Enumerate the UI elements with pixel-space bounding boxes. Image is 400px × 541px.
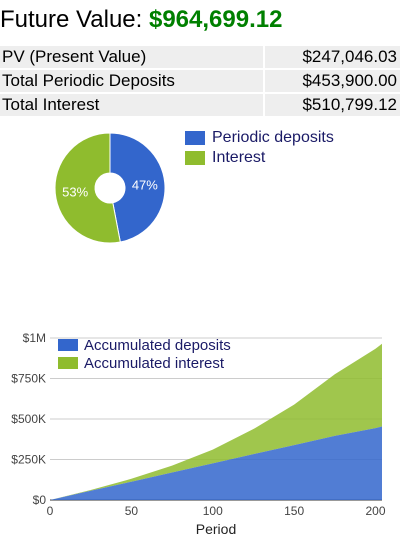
- legend-label-interest: Interest: [212, 149, 266, 166]
- deposits-label: Total Periodic Deposits: [0, 70, 263, 92]
- legend-label-deposits: Periodic deposits: [212, 129, 334, 146]
- interest-label: Total Interest: [0, 94, 263, 116]
- future-value-label: Future Value:: [0, 6, 143, 33]
- breakdown-donut-chart: 47% 53%: [54, 132, 166, 244]
- accumulation-area-chart: $0 $250K $500K $750K $1M 0 50 100 150 200 Period Ac…: [11, 331, 386, 537]
- legend-label: Accumulated deposits: [84, 337, 231, 354]
- table-row: Total Interest $510,799.12: [0, 94, 400, 116]
- results-table: PV (Present Value) $247,046.03 Total Per…: [0, 44, 400, 118]
- pie-slice-deposits[interactable]: [109, 132, 166, 243]
- legend-label: Accumulated interest: [84, 355, 225, 372]
- x-tick-label: 200: [365, 504, 385, 518]
- area-series-interest[interactable]: [50, 343, 382, 500]
- x-tick-label: 50: [125, 504, 139, 518]
- legend-swatch: [58, 339, 78, 351]
- pv-value: $247,046.03: [263, 46, 400, 68]
- future-value-heading: Future Value: $964,699.12: [0, 0, 400, 40]
- pie-slice-label: 47%: [132, 178, 158, 193]
- y-tick-label: $750K: [11, 372, 46, 386]
- pie-slice-interest[interactable]: [54, 132, 121, 244]
- x-axis-title: Period: [196, 521, 236, 537]
- y-tick-label: $500K: [11, 412, 46, 426]
- deposits-value: $453,900.00: [263, 70, 400, 92]
- x-tick-label: 150: [284, 504, 304, 518]
- table-row: Total Periodic Deposits $453,900.00: [0, 70, 400, 92]
- table-row: PV (Present Value) $247,046.03: [0, 46, 400, 68]
- y-tick-label: $1M: [23, 331, 46, 345]
- interest-swatch: [185, 151, 205, 165]
- interest-value: $510,799.12: [263, 94, 400, 116]
- pv-label: PV (Present Value): [0, 46, 263, 68]
- legend-swatch: [58, 357, 78, 369]
- x-tick-label: 100: [203, 504, 223, 518]
- deposits-swatch: [185, 131, 205, 145]
- legend-item-interest[interactable]: Interest: [185, 148, 334, 168]
- pie-slice-label: 53%: [62, 184, 88, 199]
- area-series-deposits[interactable]: [50, 426, 382, 500]
- x-tick-label: 0: [47, 504, 54, 518]
- pie-legend: Periodic deposits Interest: [185, 128, 334, 168]
- future-value-amount: $964,699.12: [148, 6, 283, 33]
- y-tick-label: $0: [33, 493, 47, 507]
- y-tick-label: $250K: [11, 453, 46, 467]
- legend-item-deposits[interactable]: Periodic deposits: [185, 128, 334, 148]
